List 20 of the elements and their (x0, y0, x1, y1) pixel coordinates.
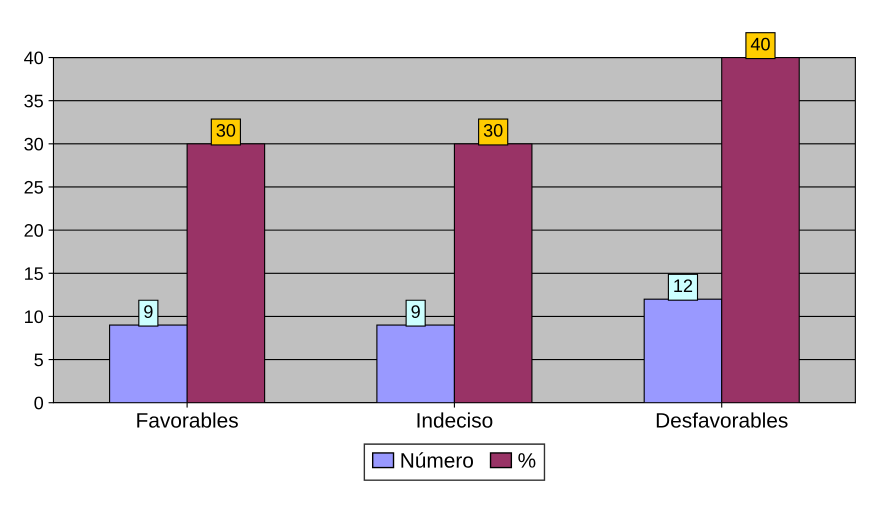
legend-label: Número (401, 452, 473, 468)
y-tick-label: 10 (25, 310, 44, 324)
y-tick-label: 5 (34, 354, 43, 366)
data-label: 30 (216, 124, 236, 137)
y-tick-label: 15 (25, 267, 43, 280)
y-tick-label: 35 (24, 94, 43, 108)
x-tick-label: Desfavorables (656, 412, 788, 428)
y-tick-label: 30 (24, 138, 44, 151)
data-label: 30 (484, 124, 503, 137)
y-tick-label: 20 (24, 224, 44, 237)
data-label: 12 (674, 279, 692, 292)
legend-label: % (518, 453, 536, 468)
data-label: 9 (411, 305, 420, 318)
y-tick-label: 25 (24, 180, 43, 194)
y-tick-label: 40 (24, 51, 44, 64)
x-tick-label: Indeciso (418, 412, 492, 428)
x-tick-label: Favorables (137, 412, 238, 428)
data-label: 40 (750, 38, 770, 51)
data-label: 9 (144, 305, 153, 318)
y-tick-label: 0 (34, 396, 44, 410)
